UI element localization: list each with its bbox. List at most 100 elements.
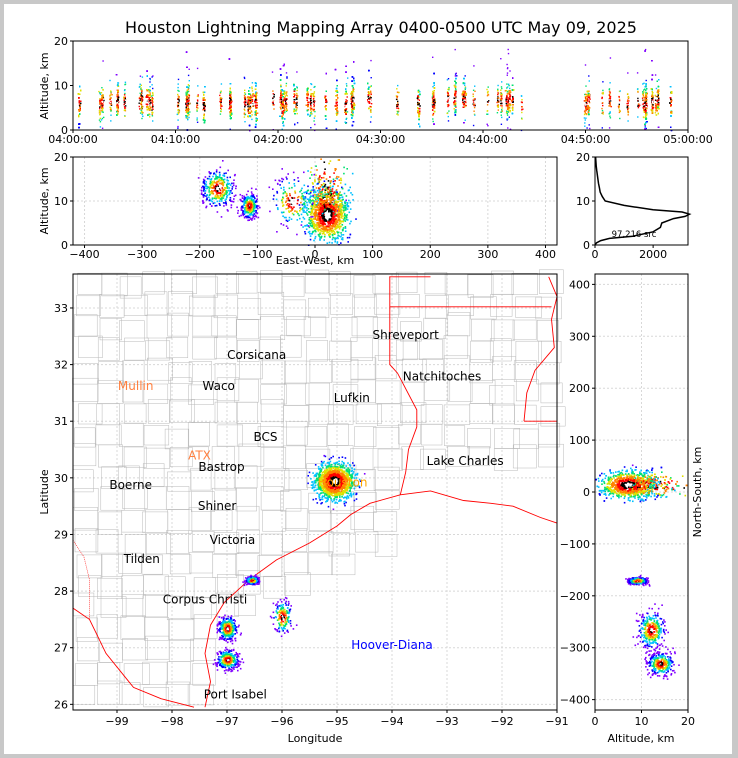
time-source-point [506,104,508,106]
time-source-point [464,90,466,93]
time-source-point [509,99,511,102]
time-source-point [497,106,499,108]
time-source-point [140,99,142,101]
time-source-point [244,121,246,123]
time-source-point [295,103,297,105]
time-source-point [585,93,587,95]
time-source-point [486,88,488,91]
time-source-point [251,118,253,121]
time-source-point [345,117,348,120]
time-source-point [627,97,630,100]
time-source-point [285,103,287,105]
time-source-point [588,100,590,102]
time-source-point [370,59,372,62]
time-source-point [637,91,639,93]
time-source-point [521,118,523,120]
time-source-point [101,107,103,110]
time-source-point [609,93,611,95]
time-source-point [465,92,468,95]
time-source-point [643,110,645,112]
time-source-point [151,115,154,117]
time-source-point [102,60,104,62]
time-source-point [521,105,523,107]
time-source-point [609,98,611,101]
time-source-point [139,99,141,102]
time-source-point [464,92,467,95]
time-source-point [285,106,287,108]
time-source-point [585,101,587,104]
time-source-point [447,78,450,80]
time-source-point [509,104,512,107]
time-source-point [123,103,125,106]
time-source-point [123,99,125,102]
time-source-point [655,95,657,98]
time-source-point [609,101,611,104]
time-source-point [313,105,315,107]
time-source-point [149,106,152,109]
time-source-point [285,102,287,104]
time-source-point [188,80,190,82]
time-source-point [510,91,512,93]
time-source-point [150,101,152,104]
time-source-point [464,104,466,106]
time-source-point [244,106,246,108]
time-source-point [497,88,499,90]
time-source-point [196,99,199,101]
time-source-point [243,77,246,80]
time-source-point [500,86,503,88]
time-source-point [655,114,657,116]
time-source-point [585,98,587,101]
time-source-point [309,103,312,105]
time-source-point [140,94,142,97]
time-source-point [589,127,591,130]
time-source-point [140,93,142,96]
time-source-point [506,67,509,70]
time-source-point [602,102,604,104]
time-source-point [140,88,142,90]
time-source-point [295,106,297,109]
time-source-point [487,125,489,127]
time-source-point [310,110,313,113]
time-source-point [313,92,315,95]
time-source-point [637,104,639,106]
time-source-point [507,52,510,55]
time-source-point [177,102,180,105]
time-source-point [654,94,656,97]
time-source-point [585,97,588,100]
time-source-point [487,98,489,101]
time-source-point [117,85,120,87]
time-source-point [507,67,509,69]
time-source-point [219,96,222,99]
time-source-point [507,98,509,101]
time-source-point [243,108,246,110]
time-source-point [432,112,435,115]
time-source-point [124,109,126,111]
time-source-point [187,93,190,96]
time-source-point [505,97,508,99]
time-source-point [454,87,457,90]
time-source-point [196,95,199,97]
time-source-point [508,93,510,95]
time-source-point [588,75,590,77]
time-source-point [140,84,142,86]
time-source-point [508,109,510,111]
time-source-point [251,90,254,92]
time-source-point [123,106,126,108]
time-source-point [99,92,101,94]
time-source-point [609,115,611,117]
time-source-point [313,91,316,93]
time-source-point [250,110,253,112]
time-source-point [643,102,645,105]
time-source-point [99,121,102,123]
time-source-point [509,111,511,113]
time-source-point [602,104,604,107]
time-source-point [196,109,198,111]
time-source-point [177,105,179,108]
time-source-point [313,108,315,111]
time-source-point [148,113,150,115]
time-source-point [252,93,254,95]
time-source-point [101,109,104,112]
time-source-point [103,99,105,102]
time-source-point [313,86,315,88]
time-source-point [140,110,143,113]
